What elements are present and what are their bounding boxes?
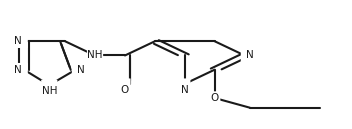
FancyBboxPatch shape bbox=[179, 78, 190, 92]
Text: O: O bbox=[121, 85, 129, 95]
Text: N: N bbox=[77, 65, 85, 75]
FancyBboxPatch shape bbox=[241, 49, 252, 62]
FancyBboxPatch shape bbox=[209, 91, 220, 105]
FancyBboxPatch shape bbox=[17, 35, 28, 48]
Text: NH: NH bbox=[42, 86, 57, 96]
FancyBboxPatch shape bbox=[72, 63, 83, 76]
Text: O: O bbox=[210, 93, 219, 103]
Text: N: N bbox=[14, 36, 22, 46]
Text: N: N bbox=[181, 85, 189, 95]
Text: N: N bbox=[246, 50, 254, 61]
FancyBboxPatch shape bbox=[41, 80, 57, 93]
FancyBboxPatch shape bbox=[119, 78, 131, 92]
Text: NH: NH bbox=[87, 50, 103, 61]
FancyBboxPatch shape bbox=[17, 63, 28, 76]
FancyBboxPatch shape bbox=[87, 49, 103, 62]
Text: N: N bbox=[14, 65, 22, 75]
